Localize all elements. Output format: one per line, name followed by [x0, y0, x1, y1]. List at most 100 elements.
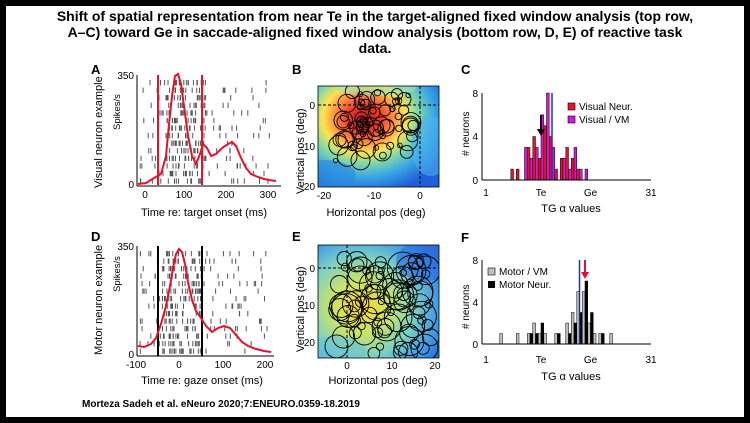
side-label-a: Visual neuron example: [93, 76, 105, 188]
legend-label-motor: Motor Neur.: [499, 280, 551, 291]
citation: Morteza Sadeh et al. eNeuro 2020;7:ENEUR…: [82, 399, 360, 410]
rf-circle: [358, 271, 388, 300]
rf-circle: [328, 135, 349, 156]
histogram-bar: [516, 333, 520, 345]
y-tick-top-a: 350: [117, 71, 134, 82]
histogram-bar: [543, 333, 547, 345]
histogram-bar: [571, 312, 575, 345]
title-line-2: A–C) toward Ge in saccade-aligned fixed …: [67, 24, 683, 40]
rf-circle: [340, 262, 350, 272]
rf-circle: [365, 261, 395, 291]
legend-swatch-visual: [567, 102, 576, 111]
rf-circle: [372, 327, 384, 339]
rf-circle: [411, 255, 439, 286]
frame-e: [317, 244, 440, 359]
histogram-bar: [565, 147, 569, 181]
panel-letter-b: B: [292, 62, 301, 77]
rf-circle: [379, 129, 386, 135]
histogram-bar: [527, 333, 531, 345]
legend-swatch-motor-vm: [487, 267, 496, 276]
rf-circle: [328, 298, 352, 322]
rf-circle: [415, 253, 432, 270]
x-tick-b-2: -10: [367, 191, 382, 202]
rf-circle: [375, 342, 385, 351]
y-tick-c-2: 4: [472, 132, 478, 143]
histogram-bar: [540, 322, 544, 345]
x-tick-c-31: 31: [645, 188, 657, 199]
y-tick-b-3: -20: [301, 182, 316, 193]
histogram-bar: [565, 322, 569, 345]
histogram-bar: [554, 333, 558, 345]
y-tick-f-3: 0: [472, 340, 478, 351]
y-tick-e-3: 20: [304, 338, 316, 349]
rf-circle: [352, 322, 377, 346]
legend-swatch-motor: [488, 281, 495, 288]
rf-circle: [407, 254, 424, 271]
histogram-bar: [609, 333, 613, 345]
histogram-bar: [579, 168, 583, 181]
x-tick-d-1: -100: [126, 360, 146, 371]
y-tick-e-1: 0: [309, 264, 315, 275]
rf-circles-b: [328, 86, 422, 171]
y-tick-e-2: 10: [304, 301, 316, 312]
histogram-bar: [538, 158, 542, 181]
firing-rate-curve-a: [137, 72, 277, 185]
bars-f: [499, 280, 613, 345]
rf-circle: [355, 118, 371, 133]
rf-circle: [399, 145, 414, 159]
histogram-bar: [535, 147, 539, 181]
rf-circle: [393, 340, 409, 356]
rf-circle: [372, 142, 392, 162]
rf-circle: [332, 325, 356, 349]
x-tick-d-2: 0: [176, 360, 182, 371]
legend-label-visual-vm: Visual / VM: [579, 115, 629, 126]
firing-rate-curve-d: [137, 247, 272, 353]
panel-letter-e: E: [292, 229, 301, 244]
rf-circle: [397, 142, 403, 149]
histogram-bar: [510, 168, 514, 181]
x-tick-a-4: 300: [260, 190, 277, 201]
rf-circle: [401, 117, 420, 136]
rf-circle: [394, 112, 403, 121]
rf-circle: [397, 130, 419, 152]
rf-circle: [354, 111, 369, 126]
rf-circle: [351, 258, 365, 272]
raster-d: [139, 251, 268, 354]
rf-circle: [390, 88, 404, 101]
rf-circle: [347, 140, 358, 152]
rf-circle: [342, 290, 370, 318]
panel-letter-a: A: [91, 62, 101, 77]
rf-circle: [348, 299, 361, 313]
rf-circle: [332, 132, 347, 147]
histogram-bar: [576, 168, 580, 181]
figure-title: Shift of spatial representation from nea…: [6, 8, 744, 56]
rf-circle: [366, 283, 382, 300]
rf-circle: [398, 342, 419, 358]
panel-e: E 0 10 20 0 10 20 Vertical pos (deg) Hor…: [292, 229, 441, 387]
y-tick-b-1: 0: [309, 101, 315, 112]
rf-circle: [332, 157, 339, 164]
panel-a: A Visual neuron example Spikes/s 350 0 0…: [91, 62, 281, 219]
histogram-bar: [529, 333, 533, 345]
rf-circle: [369, 107, 377, 115]
y-tick-c-3: 0: [472, 176, 478, 187]
x-axis-label-e: Horizontal pos (deg): [328, 375, 427, 387]
histogram-bar: [516, 168, 520, 181]
y-axis-label-a: Spikes/s: [112, 94, 123, 130]
y-tick-top-d: 350: [117, 242, 134, 253]
rf-circle: [336, 251, 352, 267]
histogram-bar: [499, 333, 503, 345]
histogram-bar: [573, 147, 577, 181]
x-tick-f-1: 1: [483, 355, 489, 366]
rf-circle: [367, 346, 381, 358]
y-tick-bottom-d: 0: [128, 350, 134, 361]
title-line-3: data.: [358, 40, 392, 56]
x-tick-c-te: Te: [536, 188, 547, 199]
histogram-bar: [593, 333, 597, 345]
rf-circle: [379, 151, 387, 160]
x-tick-e-2: 10: [386, 361, 398, 372]
histogram-bar: [582, 291, 586, 345]
rf-circle: [366, 119, 384, 137]
panel-d: D Motor neuron example Spikes/s 350 0 -1…: [91, 229, 274, 387]
histogram-bar: [584, 168, 588, 181]
